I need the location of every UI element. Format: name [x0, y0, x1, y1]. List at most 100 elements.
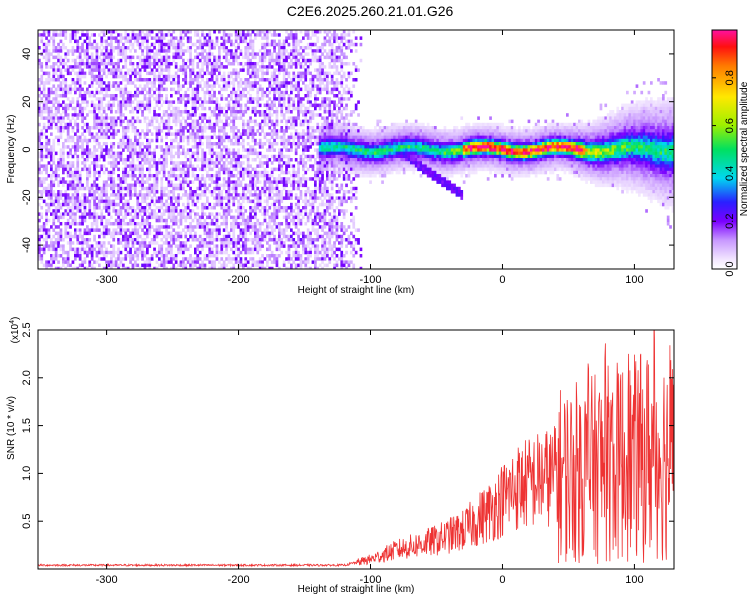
spectrogram-cell	[280, 222, 284, 226]
spectrogram-cell	[78, 186, 82, 191]
spectrogram-cell	[230, 138, 233, 143]
spectrogram-cell	[107, 209, 111, 213]
spectrogram-cell	[158, 231, 161, 236]
spectrogram-cell	[59, 113, 63, 117]
spectrogram-cell	[290, 33, 293, 37]
spectrogram-cell	[206, 81, 209, 85]
spectrogram-cell	[184, 177, 188, 181]
spectrogram-cell	[280, 42, 284, 47]
spectrogram-cell	[110, 84, 113, 88]
spectrogram-cell	[155, 39, 159, 44]
spectrogram-cell	[258, 142, 262, 146]
spectrogram-cell	[155, 218, 159, 223]
spectrogram-cell	[155, 68, 159, 72]
spectrogram-cell	[78, 46, 82, 50]
spectrogram-cell	[141, 257, 144, 261]
spectrogram-cell	[131, 145, 135, 149]
spectrogram-cell	[124, 180, 128, 184]
spectrogram-cell	[237, 260, 240, 264]
spectrogram-cell	[203, 225, 207, 229]
spectrogram-cell	[208, 148, 212, 152]
spectrogram-cell	[98, 196, 101, 200]
spectrogram-cell	[105, 103, 108, 108]
spectrogram-cell	[69, 247, 72, 252]
spectrogram-cell	[98, 68, 101, 72]
spectrogram-cell	[90, 84, 94, 88]
spectrogram-cell	[167, 65, 171, 69]
spectrogram-cell	[134, 209, 137, 213]
spectrogram-cell	[129, 110, 132, 114]
spectrogram-cell	[182, 212, 185, 216]
spectrogram-cell	[208, 33, 212, 37]
spectrogram-cell	[95, 196, 99, 200]
spectrogram-cell	[105, 183, 108, 188]
spectrogram-cell	[146, 257, 149, 261]
spectrogram-cell	[172, 74, 176, 79]
spectrogram-cell	[153, 46, 156, 50]
spectrogram-cell	[150, 55, 154, 60]
spectrogram-cell	[189, 52, 192, 56]
spectrogram-cell	[232, 71, 236, 76]
spectrogram-cell	[258, 110, 262, 114]
spectrogram-cell	[45, 260, 48, 264]
spectrogram-cell	[194, 142, 197, 146]
spectrogram-cell	[59, 30, 63, 34]
spectrogram-cell	[160, 180, 164, 184]
spectrogram-cell	[45, 186, 48, 191]
spectrogram-cell	[191, 129, 195, 133]
spectrogram-cell	[292, 42, 296, 47]
spectrogram-cell	[74, 234, 77, 239]
spectrogram-cell	[52, 183, 56, 188]
spectrogram-cell	[124, 193, 128, 197]
spectrogram-cell	[215, 218, 219, 223]
spectrogram-cell	[45, 193, 48, 197]
spectrogram-cell	[256, 247, 260, 252]
spectrogram-cell	[50, 110, 53, 114]
spectrogram-cell	[287, 234, 291, 239]
spectrogram-cell	[86, 228, 89, 232]
spectrogram-cell	[167, 212, 171, 216]
spectrogram-cell	[47, 186, 51, 191]
spectrogram-cell	[206, 135, 209, 140]
spectrogram-cell	[71, 209, 75, 213]
spectrogram-cell	[206, 42, 209, 47]
spectrogram-cell	[177, 164, 180, 168]
spectrogram-cell	[52, 174, 56, 178]
spectrogram-cell	[122, 65, 125, 69]
spectrogram-cell	[66, 254, 70, 258]
spectrogram-cell	[225, 116, 228, 120]
spectrogram-cell	[42, 103, 46, 108]
spectrogram-cell	[196, 65, 200, 69]
spectrogram-cell	[242, 55, 245, 60]
spectrogram-cell	[237, 94, 240, 98]
spectrogram-cell	[126, 94, 130, 98]
spectrogram-cell	[71, 116, 75, 120]
spectrogram-cell	[186, 215, 190, 220]
spectrogram-cell	[66, 164, 70, 168]
spectrogram-cell	[102, 148, 106, 152]
spectrogram-cell	[280, 97, 284, 101]
spectrogram-cell	[131, 167, 135, 172]
spectrogram-cell	[292, 135, 296, 140]
spectrogram-cell	[74, 266, 77, 269]
spectrogram-cell	[150, 241, 154, 245]
spectrogram-cell	[256, 263, 260, 268]
spectrogram-cell	[57, 58, 60, 63]
spectrogram-cell	[59, 33, 63, 37]
spectrogram-cell	[242, 87, 245, 92]
spectrogram-cell	[155, 225, 159, 229]
spectrogram-cell	[215, 250, 219, 255]
spectrogram-cell	[179, 263, 183, 268]
spectrogram-cell	[42, 46, 46, 50]
spectrogram-cell	[160, 39, 164, 44]
spectrogram-cell	[282, 81, 286, 85]
spectrogram-cell	[52, 180, 56, 184]
spectrogram-cell	[148, 148, 152, 152]
spectrogram-cell	[62, 215, 65, 220]
spectrogram-cell	[232, 199, 236, 204]
spectrogram-cell	[198, 244, 202, 248]
spectrogram-cell	[232, 135, 236, 140]
spectrogram-cell	[179, 212, 183, 216]
spectrogram-cell	[232, 122, 236, 127]
spectrogram-cell	[182, 148, 185, 152]
